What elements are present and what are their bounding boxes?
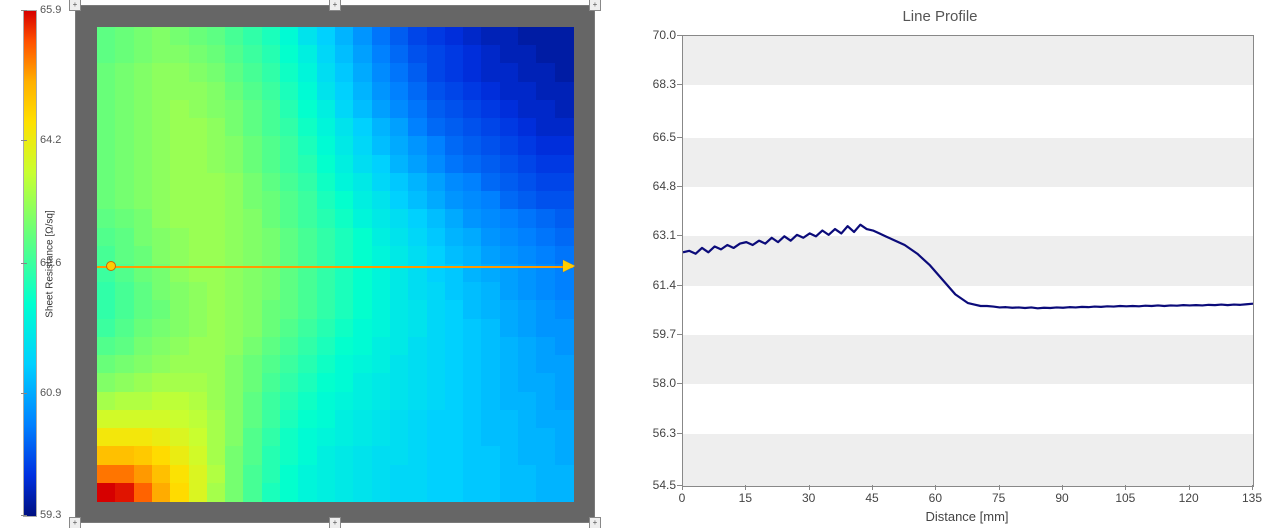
colorbar [23,10,37,517]
colorbar-tick-label: 64.2 [40,134,61,146]
chart-xtick-mark [935,485,936,490]
chart-xtick-mark [682,485,683,490]
chart-ytick-mark [677,35,682,36]
chart-xtick-mark [809,485,810,490]
chart-ytick-mark [677,383,682,384]
handle-bottom-left[interactable]: + [69,517,81,528]
chart-ytick-mark [677,285,682,286]
chart-line [683,36,1253,486]
chart-xtick-label: 120 [1179,491,1199,505]
chart-ytick-label: 70.0 [653,28,676,42]
chart-xtick-mark [1189,485,1190,490]
chart-title: Line Profile [620,8,1260,25]
chart-ytick-label: 64.8 [653,179,676,193]
chart-xtick-mark [872,485,873,490]
chart-xtick-label: 75 [992,491,1005,505]
chart-xtick-mark [999,485,1000,490]
profile-cursor-arrow[interactable] [563,260,575,272]
chart-ytick-label: 61.4 [653,278,676,292]
chart-ytick-label: 59.7 [653,327,676,341]
chart-xtick-mark [1125,485,1126,490]
profile-cursor-line[interactable] [97,266,573,268]
colorbar-tick-label: 59.3 [40,509,61,521]
heatmap-panel: Sheet Resistance [Ω/sq] 65.964.262.660.9… [0,0,610,528]
chart-xtick-label: 0 [679,491,686,505]
figure-root: Sheet Resistance [Ω/sq] 65.964.262.660.9… [0,0,1275,528]
chart-ytick-label: 63.1 [653,228,676,242]
colorbar-tick [21,10,27,11]
colorbar-tick [21,140,27,141]
colorbar-tick-label: 62.6 [40,257,61,269]
chart-xtick-label: 30 [802,491,815,505]
handle-bottom-mid[interactable]: + [329,517,341,528]
colorbar-tick [21,263,27,264]
heatmap-frame: + + + + + + [75,5,595,523]
colorbar-tick-label: 65.9 [40,4,61,16]
chart-xtick-label: 90 [1055,491,1068,505]
chart-ytick-label: 54.5 [653,478,676,492]
chart-xtick-label: 15 [739,491,752,505]
chart-xtick-label: 45 [865,491,878,505]
handle-top-mid[interactable]: + [329,0,341,11]
line-profile-panel: Line Profile Sheet Resistance [Ω/sq] 70.… [620,0,1270,528]
chart-ytick-mark [677,433,682,434]
chart-ytick-label: 56.3 [653,426,676,440]
chart-ytick-mark [677,137,682,138]
handle-top-right[interactable]: + [589,0,601,11]
colorbar-tick [21,393,27,394]
chart-ytick-mark [677,84,682,85]
chart-xtick-mark [1062,485,1063,490]
chart-xtick-label: 60 [929,491,942,505]
handle-bottom-right[interactable]: + [589,517,601,528]
heatmap-image[interactable] [97,27,573,501]
chart-ytick-label: 58.0 [653,376,676,390]
chart-ytick-mark [677,235,682,236]
chart-xtick-mark [1252,485,1253,490]
chart-ytick-mark [677,334,682,335]
handle-top-left[interactable]: + [69,0,81,11]
chart-xtick-label: 135 [1242,491,1262,505]
chart-xlabel: Distance [mm] [682,509,1252,524]
chart-xtick-mark [745,485,746,490]
chart-ytick-mark [677,186,682,187]
colorbar-tick-label: 60.9 [40,387,61,399]
chart-ytick-label: 66.5 [653,130,676,144]
chart-ytick-label: 68.3 [653,77,676,91]
profile-cursor-start[interactable] [106,261,116,271]
colorbar-tick [21,515,27,516]
chart-plot-area [682,35,1254,487]
chart-xtick-label: 105 [1115,491,1135,505]
